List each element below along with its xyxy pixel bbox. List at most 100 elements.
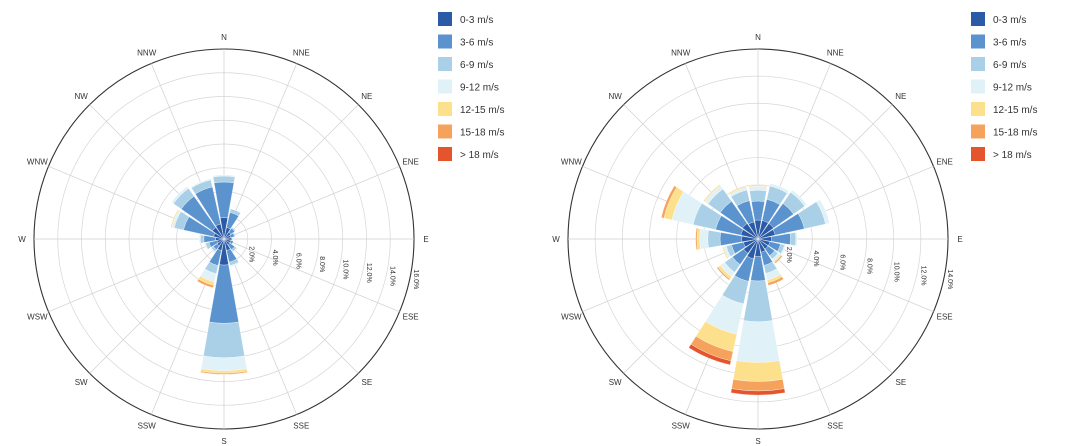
- radial-tick-label: 6.0%: [839, 254, 846, 270]
- legend-swatch: [438, 124, 452, 139]
- direction-label-ne: NE: [895, 92, 906, 101]
- sector-WNW-bin-4: [170, 209, 180, 228]
- direction-label-n: N: [755, 33, 761, 42]
- direction-label-nnw: NNW: [671, 48, 691, 57]
- grid-spoke: [223, 165, 400, 240]
- sector-N-bin-1: [751, 200, 765, 221]
- direction-label-nw: NW: [609, 92, 623, 101]
- sector-W-bin-2: [200, 234, 205, 244]
- sector-ENE-bin-2: [232, 232, 236, 237]
- sector-SSE-bin-5: [767, 276, 784, 286]
- grid-spoke: [223, 63, 298, 240]
- sector-ESE-bin-3: [780, 244, 787, 255]
- sector-NNE-bin-2: [229, 208, 241, 217]
- radial-tick-labels: 2.0% 4.0% 6.0% 8.0% 10.0% 12.0% 14.0% 16.0%: [248, 246, 420, 289]
- grid-spoke: [48, 238, 225, 313]
- legend-swatch: [438, 34, 452, 49]
- direction-label-se: SE: [361, 378, 372, 387]
- sector-W-bin-2: [707, 230, 721, 248]
- grid-spoke: [223, 238, 400, 313]
- legend-swatch: [438, 102, 452, 116]
- sector-N-bin-3: [212, 174, 236, 178]
- sector-NNE-bin-3: [769, 183, 789, 194]
- legend-label: 12-15 m/s: [460, 105, 504, 116]
- radial-tick-labels: 2.0% 4.0% 6.0% 8.0% 10.0% 12.0% 14.0%: [785, 247, 953, 290]
- grid-spoke: [89, 238, 225, 374]
- legend-label: > 18 m/s: [460, 150, 499, 161]
- direction-label-nne: NNE: [293, 48, 310, 57]
- sector-ESE-bin-1: [229, 240, 234, 245]
- legend-label: 12-15 m/s: [993, 105, 1037, 116]
- grid-spoke: [757, 238, 893, 374]
- sector-SW-bin-3: [210, 247, 216, 253]
- legend-swatch: [971, 147, 985, 161]
- sector-ENE-bin-3: [816, 199, 830, 225]
- radial-tick-label: 12.0%: [365, 263, 372, 283]
- direction-label-wsw: WSW: [27, 312, 48, 321]
- sector-N-bin-2: [212, 175, 236, 184]
- legend-label: 6-9 m/s: [460, 60, 493, 71]
- direction-label-ssw: SSW: [672, 422, 691, 431]
- direction-label-sse: SSE: [827, 422, 843, 431]
- legend-label: 15-18 m/s: [460, 128, 504, 139]
- sector-NE-bin-2: [231, 227, 236, 232]
- sector-W-bin-5: [695, 227, 699, 251]
- sector-WSW-bin-4: [722, 246, 729, 259]
- direction-label-ene: ENE: [936, 158, 952, 167]
- legend-label: 6-9 m/s: [993, 60, 1026, 71]
- direction-label-s: S: [221, 437, 226, 446]
- direction-label-n: N: [221, 33, 227, 42]
- legend-swatch: [971, 79, 985, 94]
- direction-label-ese: ESE: [403, 312, 419, 321]
- sector-WSW-bin-3: [204, 242, 209, 251]
- legend-swatch: [438, 79, 452, 94]
- radial-tick-label: 2.0%: [785, 247, 792, 263]
- sector-N-bin-4: [748, 184, 768, 188]
- radial-tick-label: 10.0%: [892, 262, 899, 282]
- sector-NNW-bin-4: [728, 185, 747, 195]
- radial-tick-label: 14.0%: [389, 266, 396, 286]
- sector-S-bin-3: [200, 355, 248, 371]
- radial-tick-label: 6.0%: [295, 253, 302, 269]
- grid-spoke: [223, 238, 298, 415]
- direction-label-sw: SW: [75, 378, 88, 387]
- wind-rose-chart-left: 2.0% 4.0% 6.0% 8.0% 10.0% 12.0% 14.0% 16.0% N NNE…: [18, 12, 504, 446]
- direction-label-ese: ESE: [937, 312, 953, 321]
- legend-swatch: [971, 34, 985, 49]
- sector-S-bin-5: [200, 370, 248, 375]
- sector-NW-bin-4: [703, 184, 721, 202]
- direction-label-sw: SW: [609, 378, 622, 387]
- direction-label-w: W: [18, 235, 26, 244]
- radial-tick-label: 16.0%: [412, 269, 419, 289]
- direction-label-nw: NW: [75, 92, 89, 101]
- direction-label-e: E: [957, 235, 962, 244]
- direction-label-e: E: [423, 235, 428, 244]
- direction-labels: N NNE NE ENE E ESE SE SSE S SSW SW WSW W WNW NW NNW: [552, 33, 962, 446]
- sector-S-bin-2: [743, 280, 773, 322]
- direction-label-nne: NNE: [827, 48, 844, 57]
- radial-tick-label: 8.0%: [318, 256, 325, 272]
- wind-rose-chart-right: 2.0% 4.0% 6.0% 8.0% 10.0% 12.0% 14.0% N NNE NE ENE…: [552, 12, 1037, 446]
- sector-NE-bin-3: [790, 189, 808, 207]
- legend-swatch: [438, 12, 452, 26]
- sector-W-bin-3: [198, 234, 201, 244]
- sectors: [661, 183, 830, 396]
- direction-label-wnw: WNW: [27, 158, 48, 167]
- legend-swatch: [971, 57, 985, 71]
- legend-swatch: [971, 12, 985, 26]
- radial-tick-label: 8.0%: [866, 258, 873, 274]
- grid-spoke: [757, 238, 934, 313]
- radial-tick-label: 10.0%: [342, 260, 349, 280]
- sector-N-bin-3: [748, 185, 768, 192]
- legend-label: 9-12 m/s: [993, 83, 1032, 94]
- sector-W-bin-3: [699, 228, 709, 250]
- sector-S-bin-6: [730, 388, 786, 396]
- sectors: [170, 174, 248, 375]
- sector-WNW-bin-5: [661, 185, 677, 219]
- sector-SSE-bin-3: [229, 261, 240, 268]
- sector-S-bin-4: [733, 360, 783, 382]
- direction-label-wsw: WSW: [561, 312, 582, 321]
- legend-label: 9-12 m/s: [460, 83, 499, 94]
- sector-SSW-bin-6: [688, 344, 732, 366]
- grid-spoke: [223, 104, 359, 240]
